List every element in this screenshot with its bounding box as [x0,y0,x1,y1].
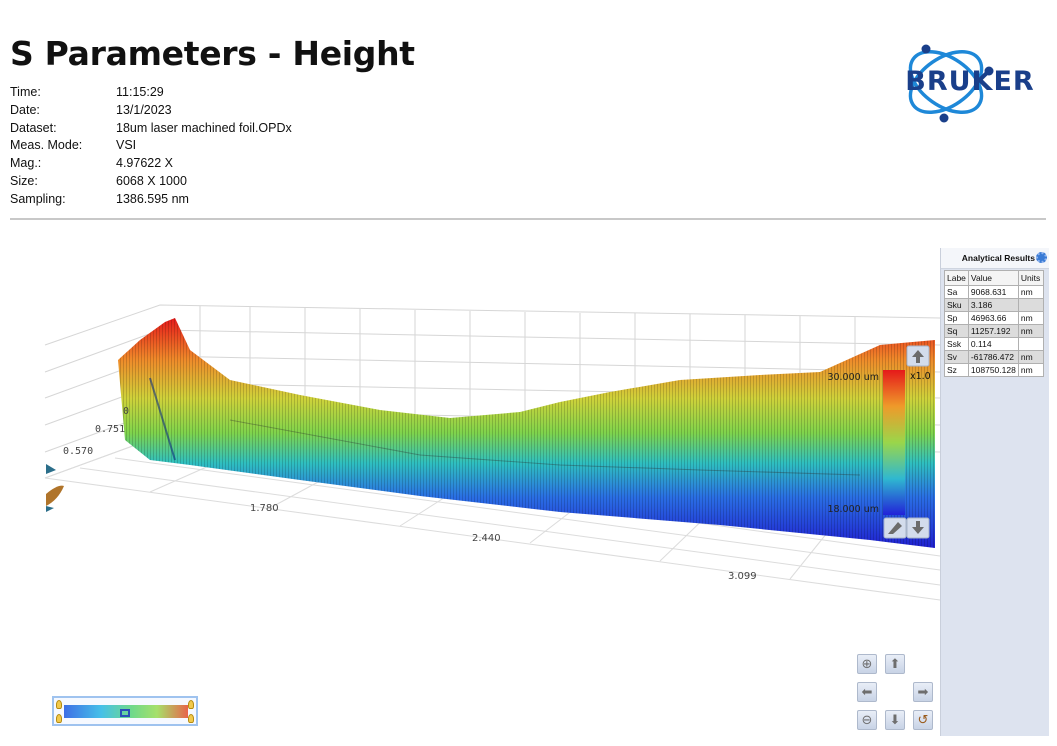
analytical-results-title: Analytical Results [961,253,1035,263]
meta-value: 11:15:29 [116,85,164,99]
meta-value: 13/1/2023 [116,102,172,117]
meta-row-mode: Meas. Mode: VSI [10,137,292,155]
row-value: 0.114 [967,337,1019,351]
row-units: nm [1017,324,1044,338]
row-value: -61786.472 [967,350,1019,364]
meta-label: Date: [10,102,40,117]
meta-row-mag: Mag.: 4.97622 X [10,155,292,173]
pan-left-button[interactable]: ⬅ [857,682,877,702]
y-tick-label: 0 [123,406,129,417]
meta-row-size: Size: 6068 X 1000 [10,173,292,191]
meta-value: VSI [116,138,137,153]
column-header-label[interactable]: Labe [944,270,969,286]
meta-label: Dataset: [10,120,57,135]
meta-row-sampling: Sampling: 1386.595 nm [10,191,292,209]
row-units [1017,298,1044,312]
row-label: Sq [944,324,969,338]
surface-plot-3d[interactable]: 1.780 2.440 3.099 0.570 0.751 0 30.000 u… [0,222,940,746]
page-title: S Parameters - Height [10,34,415,73]
height-surface [118,318,935,548]
results-header-row: Labe Value Units [944,270,1044,286]
row-label: Ssk [944,337,969,351]
light-bulb-icon[interactable] [188,714,194,723]
row-value: 46963.66 [967,311,1019,325]
logo-text: BRUKER [905,66,1034,97]
x-tick-label: 3.099 [728,571,757,582]
meta-label: Mag.: [10,156,42,171]
meta-value: 1386.595 nm [116,191,189,206]
table-row[interactable]: Sku 3.186 [944,298,1044,312]
metadata-block: Time: 11:15:29 Date: 13/1/2023 Dataset: 18u… [10,84,292,209]
meta-row-time: Time: 11:15:29 [10,84,292,102]
meta-value: 4.97622 X [116,156,173,171]
header-divider [10,218,1046,220]
meta-value: 18um laser machined foil.OPDx [116,120,292,135]
row-value: 11257.192 [967,324,1019,338]
row-label: Sv [944,350,969,364]
pan-up-button[interactable]: ⬆ [885,654,905,674]
table-row[interactable]: Sq 11257.192 nm [944,324,1044,338]
meta-label: Sampling: [10,191,66,206]
pan-down-button[interactable]: ⬇ [885,710,905,730]
row-value: 3.186 [967,298,1019,312]
table-row[interactable]: Sz 108750.128 nm [944,363,1044,377]
color-scale-max-label: 30.000 um [827,372,879,383]
view-navigation-pad: ⊕ ⬆ ⬅ ➡ ⊖ ⬇ ↺ [857,654,935,732]
column-header-units[interactable]: Units [1017,270,1044,286]
row-units: nm [1017,363,1044,377]
light-bulb-icon[interactable] [56,714,62,723]
row-units: nm [1017,285,1044,299]
gear-icon[interactable] [1036,252,1047,263]
table-row[interactable]: Sa 9068.631 nm [944,285,1044,299]
meta-label: Time: [10,85,41,99]
color-scale-up-button[interactable] [906,345,930,367]
zoom-out-button[interactable]: ⊖ [857,710,877,730]
pan-right-button[interactable]: ➡ [913,682,933,702]
minimap-surface-thumbnail [64,705,188,718]
row-label: Sa [944,285,969,299]
results-table: Labe Value Units Sa 9068.631 nm Sku 3.186 S… [944,270,1044,377]
table-row[interactable]: Sv -61786.472 nm [944,350,1044,364]
row-label: Sz [944,363,969,377]
color-scale-reset-button[interactable] [883,517,907,539]
light-bulb-icon[interactable] [56,700,62,709]
orientation-widget[interactable] [46,464,64,512]
color-scale-bar: 30.000 um 18.000 um x1.0 [827,370,931,515]
row-label: Sku [944,298,969,312]
x-tick-label: 2.440 [472,533,501,544]
row-units: nm [1017,311,1044,325]
reset-view-button[interactable]: ↺ [913,710,933,730]
meta-label: Meas. Mode: [10,138,83,153]
analytical-results-panel: Analytical Results Labe Value Units Sa 90… [940,248,1049,736]
bruker-logo: BRUKER [905,44,1034,123]
y-tick-label: 0.570 [63,446,93,457]
y-tick-label: 0.751 [95,424,125,435]
meta-label: Size: [10,173,38,188]
zoom-in-button[interactable]: ⊕ [857,654,877,674]
table-row[interactable]: Sp 46963.66 nm [944,311,1044,325]
row-value: 108750.128 [967,363,1019,377]
row-units: nm [1017,350,1044,364]
meta-row-date: Date: 13/1/2023 [10,102,292,120]
light-bulb-icon[interactable] [188,700,194,709]
meta-row-dataset: Dataset: 18um laser machined foil.OPDx [10,120,292,138]
table-row[interactable]: Ssk 0.114 [944,337,1044,351]
zoom-factor-label: x1.0 [910,371,931,382]
color-scale-min-label: 18.000 um [827,504,879,515]
row-units [1017,337,1044,351]
analytical-results-header: Analytical Results [941,248,1049,269]
x-tick-label: 1.780 [250,503,279,514]
meta-value: 6068 X 1000 [116,173,187,188]
minimap-viewport-marker[interactable] [120,709,130,717]
color-scale-down-button[interactable] [906,517,930,539]
column-header-value[interactable]: Value [967,270,1019,286]
overview-minimap[interactable] [52,696,198,726]
row-label: Sp [944,311,969,325]
row-value: 9068.631 [967,285,1019,299]
